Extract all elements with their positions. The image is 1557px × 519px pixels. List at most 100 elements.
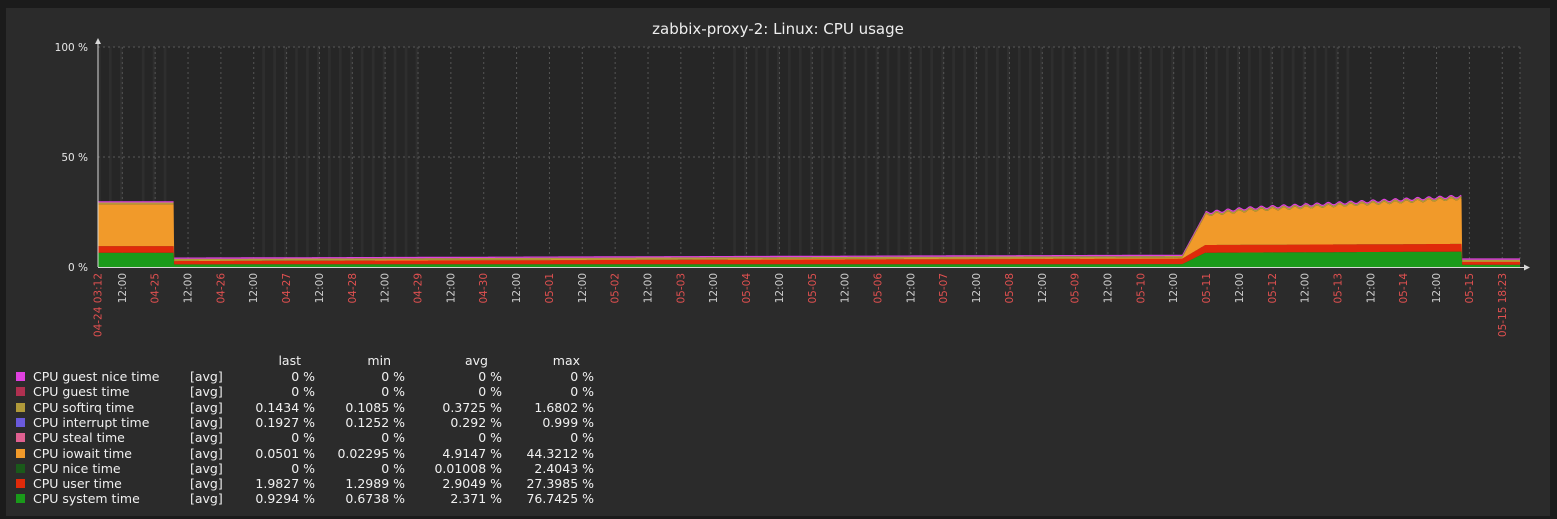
legend-row: CPU guest nice time [avg] 0 % 0 % 0 % 0 % — [16, 369, 616, 384]
legend-swatch — [16, 479, 25, 489]
time-band — [1215, 47, 1218, 267]
x-tick-label: 04-30 — [478, 273, 490, 304]
x-tick-label: 05-15 — [1464, 273, 1476, 304]
legend-function: [avg] — [190, 491, 223, 507]
x-tick-label: 05-07 — [938, 273, 950, 304]
legend-value-last: 0.1927 % — [255, 414, 315, 430]
x-tick-label: 12:00 — [971, 273, 983, 303]
time-band — [404, 47, 408, 267]
legend-function: [avg] — [190, 445, 223, 461]
x-tick-label: 12:00 — [183, 273, 195, 303]
legend-value-avg: 4.9147 % — [442, 445, 502, 461]
x-tick-label: 12:00 — [117, 273, 129, 303]
time-band — [755, 47, 758, 267]
legend-value-last: 0 % — [291, 430, 315, 446]
legend-series-name: CPU user time — [33, 476, 122, 492]
legend-swatch — [16, 463, 25, 473]
x-tick-label: 05-02 — [610, 273, 622, 304]
legend-value-last: 0 % — [291, 460, 315, 476]
x-tick-labels: 04-24 03:12 12:00 04-25 12:00 04-26 12:00 04-2… — [93, 273, 1509, 337]
legend-row: CPU system time [avg] 0.9294 % 0.6738 % 2.37… — [16, 491, 616, 506]
cpu-usage-chart[interactable]: zabbix-proxy-2: Linux: CPU usage 0 % 50 %… — [6, 8, 1550, 353]
legend-value-last: 0 % — [291, 384, 315, 400]
legend-value-min: 1.2989 % — [345, 476, 405, 492]
legend-value-last: 0.0501 % — [255, 445, 315, 461]
series-area-cpu-user-time — [98, 243, 1520, 265]
legend-value-avg: 0 % — [478, 369, 502, 384]
legend-swatch — [16, 372, 25, 381]
time-band — [1105, 47, 1109, 267]
x-tick-label: 05-06 — [872, 273, 884, 304]
legend-row: CPU steal time [avg] 0 % 0 % 0 % 0 % — [16, 430, 616, 445]
time-band — [1039, 47, 1043, 267]
time-band — [864, 47, 868, 267]
legend-function: [avg] — [190, 384, 223, 400]
x-tick-label: 04-26 — [215, 273, 227, 304]
legend-swatch — [16, 494, 25, 504]
legend-value-min: 0 % — [381, 430, 405, 446]
legend-swatch — [16, 448, 25, 458]
y-tick-label: 0 % — [68, 262, 88, 274]
legend-row: CPU nice time [avg] 0 % 0 % 0.01008 % 2.4043 … — [16, 461, 616, 476]
x-tick-label: 12:00 — [380, 273, 392, 303]
x-tick-label: 12:00 — [1300, 273, 1312, 303]
legend-series-name: CPU softirq time — [33, 399, 135, 415]
time-band — [1313, 47, 1317, 267]
legend-header-min: min — [367, 353, 391, 368]
time-band — [284, 47, 287, 267]
x-tick-label: 12:00 — [1037, 273, 1049, 303]
legend-swatch — [16, 433, 25, 443]
x-tick-label: 05-03 — [675, 273, 687, 304]
x-tick-label: 05-08 — [1004, 273, 1016, 304]
legend-row: CPU guest time [avg] 0 % 0 % 0 % 0 % — [16, 384, 616, 399]
time-band — [1258, 47, 1262, 267]
legend-value-min: 0 % — [381, 384, 405, 400]
legend-value-last: 0.9294 % — [255, 491, 315, 507]
time-band — [974, 47, 977, 267]
time-band — [886, 47, 890, 267]
time-band — [919, 47, 923, 267]
time-band — [1094, 47, 1098, 267]
x-tick-label: 12:00 — [708, 273, 720, 303]
time-band — [1171, 47, 1175, 267]
time-band — [338, 47, 342, 267]
legend-swatch — [16, 417, 25, 427]
legend-function: [avg] — [190, 430, 223, 446]
x-tick-label: 04-27 — [281, 273, 293, 304]
legend-value-max: 1.6802 % — [534, 399, 594, 415]
x-tick-label: 12:00 — [774, 273, 786, 303]
legend-value-avg: 0.01008 % — [434, 460, 502, 476]
time-band — [766, 47, 769, 267]
legend-value-avg: 0.292 % — [450, 414, 502, 430]
legend-value-avg: 0 % — [478, 430, 502, 446]
legend-row: CPU iowait time [avg] 0.0501 % 0.02295 % 4.9… — [16, 446, 616, 461]
legend-row: CPU user time [avg] 1.9827 % 1.2989 % 2.9049… — [16, 476, 616, 491]
time-band — [360, 47, 364, 267]
legend-series-name: CPU interrupt time — [33, 414, 150, 430]
x-tick-label: 05-01 — [544, 273, 556, 304]
legend-value-avg: 2.9049 % — [442, 476, 502, 492]
x-tick-label: 05-13 — [1332, 273, 1344, 304]
legend-value-avg: 0.3725 % — [442, 399, 502, 415]
legend-value-max: 0 % — [570, 369, 594, 384]
legend-value-avg: 0 % — [478, 384, 502, 400]
legend-value-last: 1.9827 % — [255, 476, 315, 492]
time-band — [415, 47, 419, 267]
legend-series-name: CPU iowait time — [33, 445, 132, 461]
y-tick-label: 50 % — [61, 152, 88, 164]
legend-swatch — [16, 402, 25, 412]
x-tick-label: 04-25 — [150, 273, 162, 304]
time-band — [1346, 47, 1350, 267]
time-band — [875, 47, 879, 267]
time-band — [996, 47, 999, 267]
y-axis-arrow — [95, 38, 101, 44]
x-tick-label: 05-10 — [1135, 273, 1147, 304]
series-area-cpu-iowait-time — [98, 197, 1520, 262]
legend-value-min: 0.6738 % — [345, 491, 405, 507]
legend-function: [avg] — [190, 369, 223, 384]
time-band — [306, 47, 309, 267]
time-band — [1280, 47, 1284, 267]
x-tick-label: 12:00 — [840, 273, 852, 303]
x-tick-label: 12:00 — [577, 273, 589, 303]
time-band — [1324, 47, 1328, 267]
